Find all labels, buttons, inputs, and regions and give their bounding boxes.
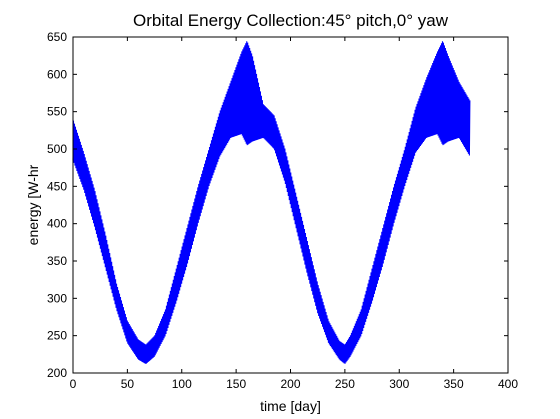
x-tick-label: 200: [280, 377, 300, 391]
chart-title: Orbital Energy Collection:45° pitch,0° y…: [133, 11, 449, 30]
series-line-0: [72, 41, 471, 364]
y-axis-ticks: 200 250 300 350 400 450 500 550 600 650: [47, 30, 508, 380]
x-tick-label: 400: [498, 377, 518, 391]
y-tick-label: 200: [47, 366, 67, 380]
y-tick-label: 300: [47, 291, 67, 305]
x-tick-label: 0: [70, 377, 77, 391]
y-tick-label: 450: [47, 179, 67, 193]
y-tick-label: 250: [47, 329, 67, 343]
x-tick-label: 300: [389, 377, 409, 391]
x-axis-ticks: 0 50 100 150 200 250 300 350 400: [70, 37, 518, 391]
y-tick-label: 650: [47, 30, 67, 44]
x-tick-label: 250: [335, 377, 355, 391]
x-tick-label: 100: [172, 377, 192, 391]
x-tick-label: 150: [226, 377, 246, 391]
x-tick-label: 50: [121, 377, 135, 391]
y-tick-label: 350: [47, 254, 67, 268]
y-tick-label: 400: [47, 217, 67, 231]
y-tick-label: 500: [47, 142, 67, 156]
x-tick-label: 350: [444, 377, 464, 391]
y-tick-label: 600: [47, 67, 67, 81]
plot-area: [72, 41, 471, 364]
x-axis-label: time [day]: [260, 398, 321, 414]
y-tick-label: 550: [47, 105, 67, 119]
y-axis-label: energy [W-hr: [25, 164, 41, 245]
